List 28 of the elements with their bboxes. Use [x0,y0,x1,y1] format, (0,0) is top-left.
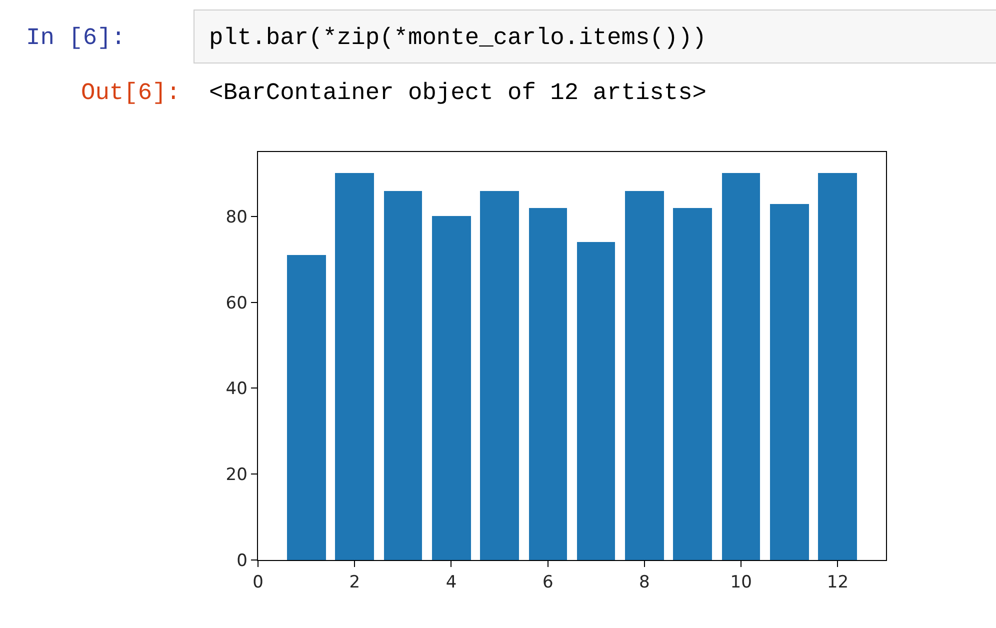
bar [770,204,809,560]
bar [529,208,567,560]
bar [722,173,760,560]
y-tick-label: 40 [226,379,248,400]
x-tick-label: 12 [826,572,849,593]
bar [673,208,712,560]
text: plt.bar(*zip(*monte_carlo.items())) [209,25,707,52]
y-tick-label: 60 [226,293,248,314]
y-tick-label: 0 [236,550,248,571]
bar [335,173,374,560]
text: In [6]: [26,25,126,52]
text: Out[6]: [81,80,181,107]
bar [818,173,857,560]
x-tick-label: 10 [730,572,752,593]
x-tick-label: 0 [252,572,264,593]
text: <BarContainer object of 12 artists> [209,80,707,107]
bar [577,242,615,560]
x-tick-label: 8 [639,572,650,593]
y-tick-label: 80 [226,207,248,228]
x-tick-label: 6 [542,572,554,593]
x-tick-label: 4 [446,572,457,593]
bar [625,191,664,560]
x-tick-label: 2 [349,572,360,593]
bar [287,255,326,560]
y-tick-label: 20 [226,465,248,486]
bar [384,191,422,560]
bar [480,191,519,560]
bar [432,216,471,560]
